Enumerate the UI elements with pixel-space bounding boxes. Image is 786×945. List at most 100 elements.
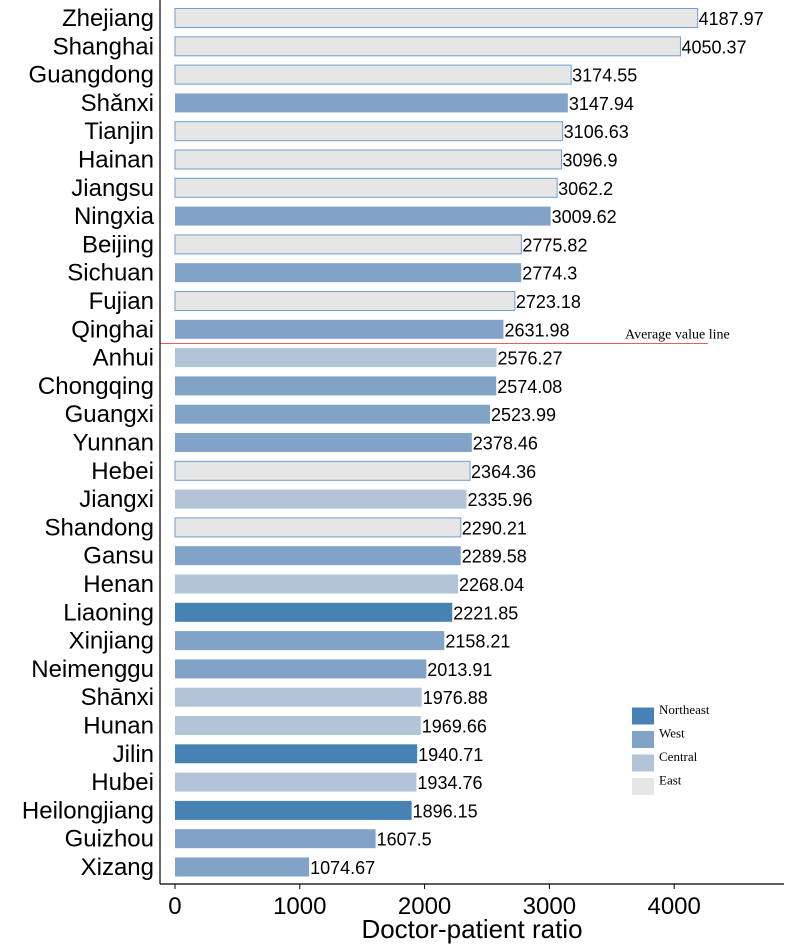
data-label: 2378.46 bbox=[473, 434, 538, 454]
data-label: 2158.21 bbox=[445, 632, 510, 652]
data-label: 4050.37 bbox=[681, 37, 746, 57]
average-value-line-label: Average value line bbox=[625, 327, 730, 342]
bar bbox=[174, 744, 418, 764]
bar bbox=[174, 772, 417, 792]
bar bbox=[174, 800, 412, 820]
category-label: Guangxi bbox=[65, 401, 154, 428]
category-label: Hunan bbox=[83, 713, 154, 740]
data-label: 2268.04 bbox=[459, 575, 524, 595]
legend-swatch bbox=[632, 754, 654, 772]
data-label: 1969.66 bbox=[422, 717, 487, 737]
bar bbox=[174, 319, 504, 339]
category-label: Xinjiang bbox=[69, 628, 154, 655]
data-label: 2723.18 bbox=[516, 292, 581, 312]
data-label: 1607.5 bbox=[377, 830, 432, 850]
category-label: Jiangxi bbox=[79, 486, 154, 513]
legend-label: Northeast bbox=[659, 702, 710, 717]
category-label: Jilin bbox=[113, 741, 154, 768]
data-label: 2576.27 bbox=[497, 349, 562, 369]
bar bbox=[174, 659, 427, 679]
bar bbox=[174, 177, 558, 198]
bar bbox=[174, 631, 445, 651]
x-tick-label: 2000 bbox=[398, 893, 451, 920]
category-label: Ningxia bbox=[74, 203, 155, 230]
legend-swatch bbox=[632, 778, 654, 795]
legend: Northeast West Central East bbox=[632, 702, 710, 795]
x-tick-label: 3000 bbox=[523, 893, 576, 920]
value-labels: 4187.97 4050.37 3174.55 3147.94 3106.63 3096.… bbox=[310, 9, 764, 878]
bar bbox=[174, 489, 467, 509]
data-label: 2290.21 bbox=[462, 518, 527, 538]
category-label: Qinghai bbox=[71, 316, 154, 343]
bar bbox=[174, 291, 516, 311]
data-label: 3009.62 bbox=[552, 207, 617, 227]
category-label: Shānxi bbox=[81, 684, 154, 711]
data-label: 1940.71 bbox=[418, 745, 483, 765]
data-label: 1896.15 bbox=[413, 801, 478, 821]
category-label: Neimenggu bbox=[31, 656, 154, 683]
data-label: 2574.08 bbox=[497, 377, 562, 397]
bar bbox=[174, 687, 422, 707]
x-tick-label: 1000 bbox=[273, 893, 326, 920]
x-tick-label: 0 bbox=[168, 893, 181, 920]
category-label: Chongqing bbox=[38, 373, 154, 400]
bar bbox=[174, 8, 699, 28]
bar bbox=[174, 602, 453, 622]
data-label: 1074.67 bbox=[310, 858, 375, 878]
data-label: 2289.58 bbox=[462, 547, 527, 567]
bar bbox=[174, 93, 568, 113]
bar bbox=[174, 546, 461, 566]
data-label: 4187.97 bbox=[699, 9, 764, 29]
category-label: Yunnan bbox=[73, 430, 154, 457]
category-labels: ZhejiangShanghaiGuangdongShǎnxiTianjinHa… bbox=[22, 5, 155, 881]
category-label: Gansu bbox=[83, 543, 154, 570]
category-label: Jiangsu bbox=[71, 175, 154, 202]
data-label: 3106.63 bbox=[564, 122, 629, 142]
category-label: Guizhou bbox=[65, 826, 154, 853]
legend-label: Central bbox=[659, 749, 698, 764]
category-label: Liaoning bbox=[63, 599, 154, 626]
data-label: 3096.9 bbox=[562, 151, 617, 171]
data-label: 1976.88 bbox=[423, 688, 488, 708]
category-label: Guangdong bbox=[29, 62, 154, 89]
bar bbox=[174, 829, 376, 849]
data-label: 3174.55 bbox=[572, 66, 637, 86]
category-label: Shandong bbox=[45, 514, 154, 541]
bar bbox=[174, 433, 472, 452]
bar bbox=[174, 517, 462, 538]
data-label: 2631.98 bbox=[504, 320, 569, 340]
data-label: 2523.99 bbox=[491, 405, 556, 425]
category-label: Anhui bbox=[93, 345, 154, 372]
bar bbox=[174, 404, 490, 424]
category-label: Hainan bbox=[78, 147, 154, 174]
legend-label: East bbox=[659, 773, 682, 788]
bar bbox=[174, 348, 497, 368]
data-label: 2013.91 bbox=[427, 660, 492, 680]
bar bbox=[174, 857, 310, 877]
data-label: 2335.96 bbox=[468, 490, 533, 510]
bar bbox=[174, 376, 497, 396]
data-label: 1934.76 bbox=[417, 773, 482, 793]
bar bbox=[174, 64, 572, 85]
data-label: 2221.85 bbox=[453, 603, 518, 623]
category-label: Hebei bbox=[91, 458, 154, 485]
category-label: Tianjin bbox=[84, 118, 154, 145]
bar bbox=[174, 121, 564, 142]
bar bbox=[174, 206, 551, 226]
category-label: Shǎnxi bbox=[81, 90, 154, 117]
category-label: Beijing bbox=[82, 231, 154, 258]
x-axis-title: Doctor-patient ratio bbox=[361, 914, 582, 944]
data-label: 2775.82 bbox=[522, 235, 587, 255]
category-label: Hubei bbox=[91, 769, 154, 796]
bar bbox=[174, 149, 562, 170]
bars bbox=[174, 8, 699, 877]
bar bbox=[174, 460, 471, 481]
x-tick-label: 4000 bbox=[647, 893, 700, 920]
data-label: 2774.3 bbox=[522, 264, 577, 284]
legend-swatch bbox=[632, 707, 654, 725]
category-label: Xizang bbox=[81, 854, 154, 881]
category-label: Zhejiang bbox=[62, 5, 154, 32]
bar bbox=[174, 716, 421, 735]
bar bbox=[174, 234, 522, 255]
